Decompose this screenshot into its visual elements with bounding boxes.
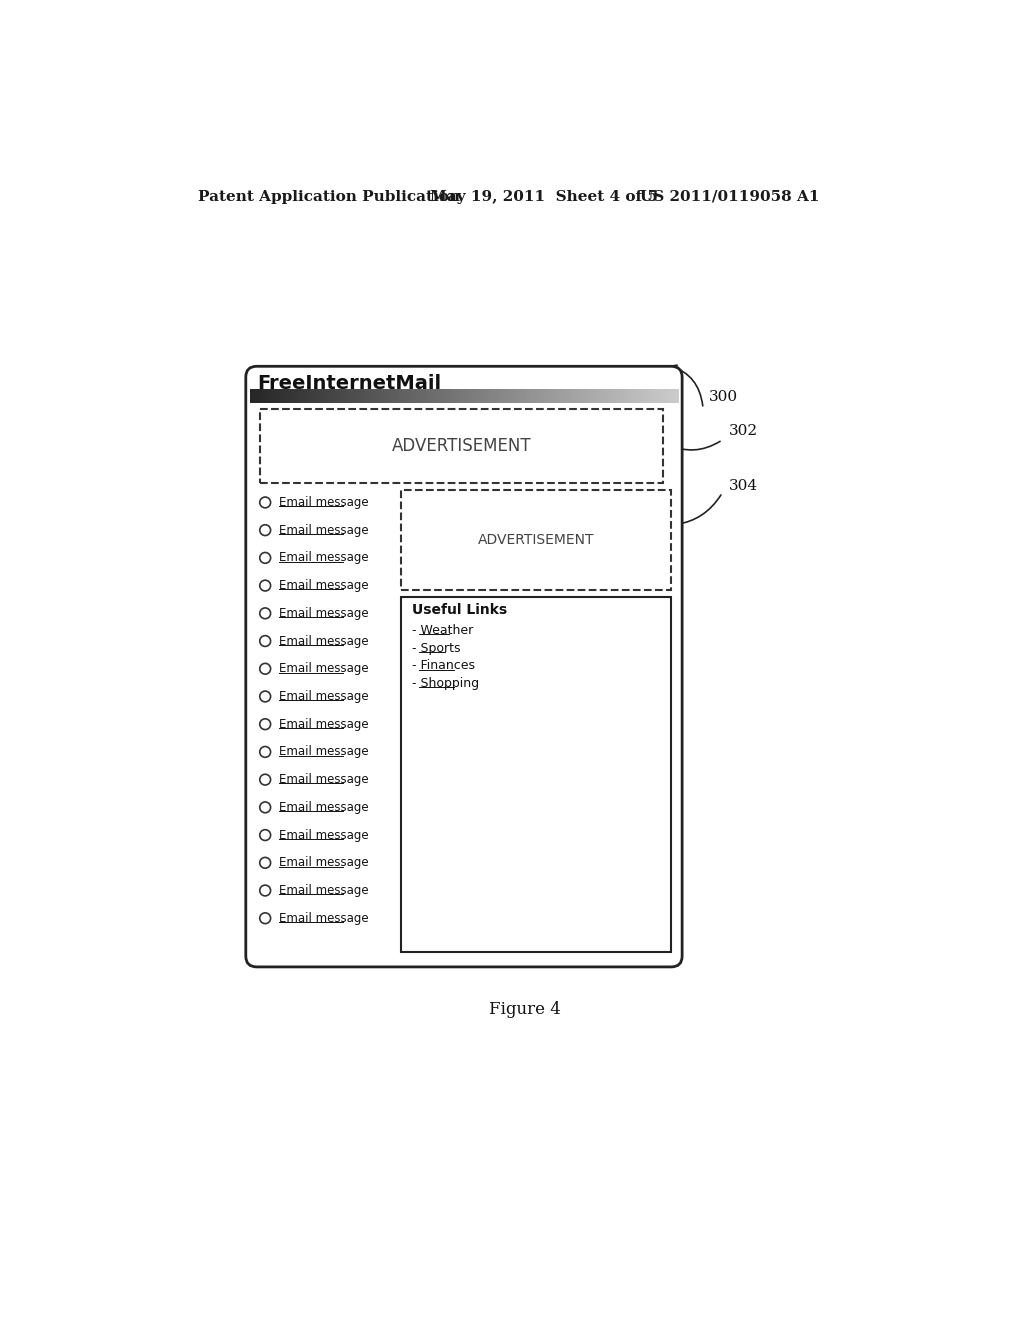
Text: - Weather: - Weather bbox=[413, 624, 474, 638]
Text: Email message: Email message bbox=[280, 718, 369, 731]
Text: 300: 300 bbox=[710, 391, 738, 404]
Bar bbox=[400, 490, 671, 590]
Text: Email message: Email message bbox=[280, 690, 369, 704]
Text: Email message: Email message bbox=[280, 496, 369, 510]
Text: Email message: Email message bbox=[280, 801, 369, 814]
Text: Email message: Email message bbox=[280, 857, 369, 870]
Text: Email message: Email message bbox=[280, 884, 369, 898]
Text: Patent Application Publication: Patent Application Publication bbox=[198, 190, 460, 203]
Text: Email message: Email message bbox=[280, 607, 369, 620]
Text: Email message: Email message bbox=[280, 746, 369, 759]
Text: - Finances: - Finances bbox=[413, 659, 475, 672]
Text: Email message: Email message bbox=[280, 524, 369, 537]
FancyBboxPatch shape bbox=[246, 367, 682, 966]
Text: Email message: Email message bbox=[280, 635, 369, 648]
FancyArrowPatch shape bbox=[677, 495, 721, 527]
Bar bbox=[260, 409, 663, 483]
Text: May 19, 2011  Sheet 4 of 5: May 19, 2011 Sheet 4 of 5 bbox=[430, 190, 658, 203]
Text: Email message: Email message bbox=[280, 579, 369, 593]
Text: ADVERTISEMENT: ADVERTISEMENT bbox=[391, 437, 531, 455]
Text: Email message: Email message bbox=[280, 912, 369, 925]
FancyArrowPatch shape bbox=[669, 441, 720, 450]
Text: Figure 4: Figure 4 bbox=[488, 1001, 561, 1018]
Text: 302: 302 bbox=[729, 424, 758, 438]
Text: Useful Links: Useful Links bbox=[413, 603, 508, 618]
Text: Email message: Email message bbox=[280, 829, 369, 842]
Text: - Shopping: - Shopping bbox=[413, 677, 479, 690]
Text: Email message: Email message bbox=[280, 552, 369, 565]
Text: 304: 304 bbox=[729, 479, 758, 494]
Bar bbox=[400, 597, 671, 952]
Text: FreeInternetMail: FreeInternetMail bbox=[257, 374, 441, 393]
Text: Email message: Email message bbox=[280, 774, 369, 787]
Text: ADVERTISEMENT: ADVERTISEMENT bbox=[477, 533, 594, 548]
Text: US 2011/0119058 A1: US 2011/0119058 A1 bbox=[640, 190, 819, 203]
FancyArrowPatch shape bbox=[671, 366, 702, 405]
Text: - Sports: - Sports bbox=[413, 642, 461, 655]
Text: Email message: Email message bbox=[280, 663, 369, 676]
